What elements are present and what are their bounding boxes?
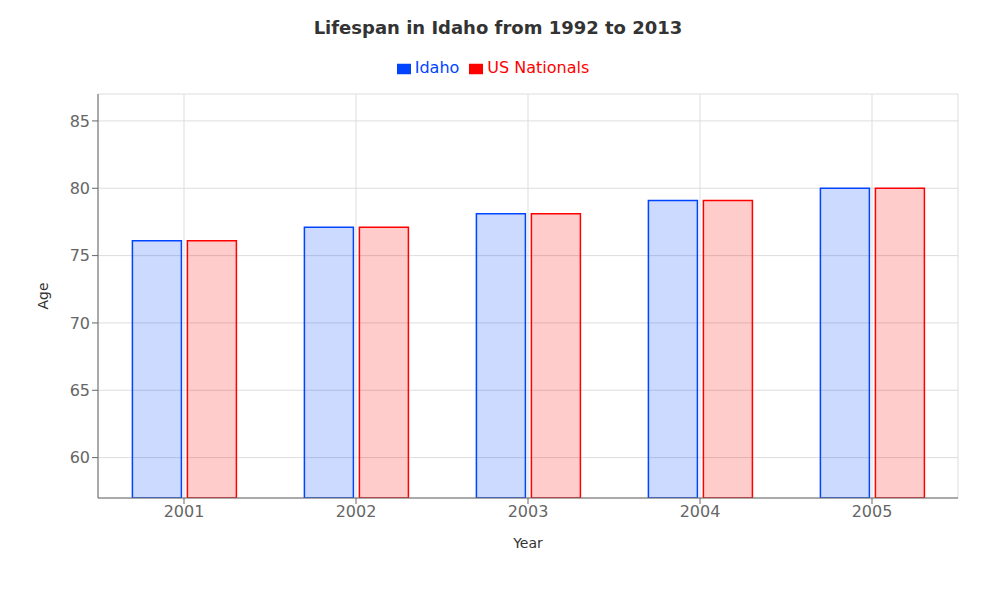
- svg-text:2004: 2004: [680, 502, 721, 521]
- svg-text:2003: 2003: [508, 502, 549, 521]
- svg-text:80: 80: [70, 179, 90, 198]
- svg-text:2001: 2001: [164, 502, 205, 521]
- svg-text:65: 65: [70, 381, 90, 400]
- svg-text:Year: Year: [512, 535, 543, 551]
- svg-text:70: 70: [70, 314, 90, 333]
- svg-text:60: 60: [70, 448, 90, 467]
- html-text:Lifespan in Idaho from 1992 to: Lifespan in Idaho from 1992 to 2013: [313, 17, 683, 38]
- html-text:US Nationals: US Nationals: [487, 58, 590, 77]
- svg-text:2002: 2002: [336, 502, 377, 521]
- svg-text:75: 75: [70, 246, 90, 265]
- html-text:Idaho: Idaho: [414, 58, 460, 77]
- svg-text:2005: 2005: [852, 502, 893, 521]
- svg-text:Age: Age: [35, 282, 51, 309]
- svg-text:85: 85: [70, 112, 90, 131]
